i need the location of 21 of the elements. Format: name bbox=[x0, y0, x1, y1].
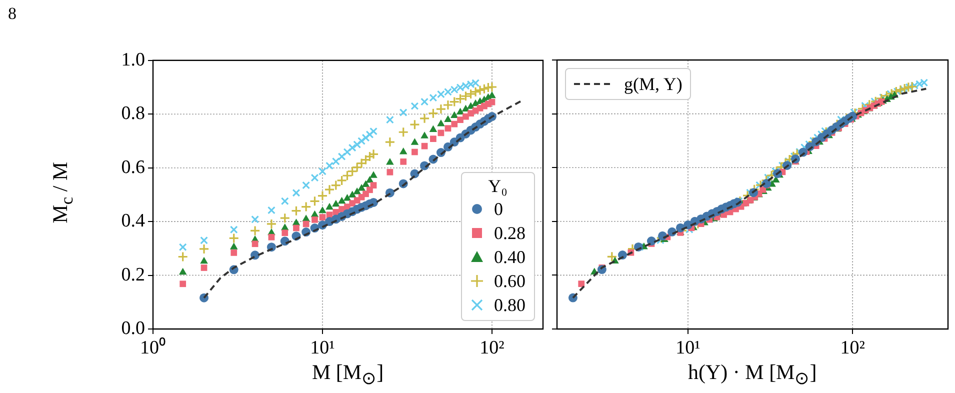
legend-label: 0.60 bbox=[494, 270, 526, 292]
y-tick-label: 0.2 bbox=[121, 264, 145, 286]
x-tick-label: 10¹ bbox=[676, 337, 701, 358]
x-tick-label: 10² bbox=[840, 337, 866, 358]
text: 8 bbox=[8, 4, 16, 24]
y-tick-label: 0.6 bbox=[121, 156, 145, 178]
y-tick-label: 0.8 bbox=[121, 103, 145, 124]
legend-label: 0.80 bbox=[494, 294, 526, 316]
x-tick-label: 10¹ bbox=[310, 337, 336, 358]
x-axis-title: h(Y) · M [M$_{⊙}$] bbox=[688, 360, 817, 390]
legend-label: g(M, Y) bbox=[624, 74, 682, 94]
x-tick-label: 10² bbox=[480, 337, 505, 358]
y-tick-label: 0.4 bbox=[121, 210, 146, 232]
x-axis-title: M [M$_{⊙}$] bbox=[312, 360, 384, 390]
legend-label: 0.40 bbox=[494, 246, 526, 268]
x-tick-label: 10⁰ bbox=[140, 336, 166, 358]
y-tick-label: 1.0 bbox=[121, 49, 145, 70]
y-tick-label: 0.0 bbox=[121, 318, 145, 339]
legend-label: 0.28 bbox=[494, 222, 526, 244]
legend-label: 0 bbox=[494, 198, 503, 220]
legend-title: Y₀ bbox=[487, 176, 508, 197]
